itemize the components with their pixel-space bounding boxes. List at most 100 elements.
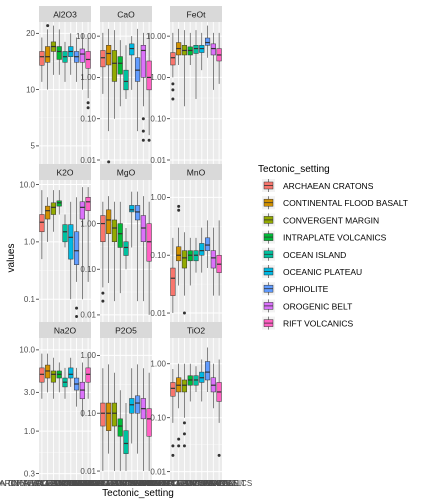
x-tick-label: INTRAPLATE VOLCANICS — [11, 479, 108, 488]
boxplot-box — [187, 363, 193, 402]
y-tick-label: 1.00 — [150, 73, 166, 82]
boxplot-box — [187, 237, 193, 286]
boxplot-box — [106, 364, 112, 454]
outlier-point — [171, 97, 175, 101]
boxplot-box — [216, 220, 222, 296]
boxplot-box — [129, 36, 135, 90]
facet-title: TiO2 — [187, 326, 205, 336]
box-iqr — [123, 430, 129, 454]
boxplot-box — [111, 372, 118, 472]
boxplot-box — [134, 364, 141, 454]
x-tick-label: CONTINENTAL FLOOD BASALT — [50, 479, 168, 488]
y-tick-label: 10.00 — [76, 32, 97, 41]
boxplot-box — [134, 191, 141, 302]
facet-title: FeOt — [187, 10, 207, 20]
boxplot-box — [140, 368, 146, 472]
boxplot-box — [56, 190, 62, 215]
outlier-point — [101, 291, 105, 295]
box-iqr — [123, 69, 129, 91]
boxplot-box — [204, 220, 211, 269]
boxplot-box — [111, 201, 118, 302]
boxplot-box — [62, 41, 68, 82]
box-iqr — [117, 56, 123, 75]
y-tick-label: 0.01 — [80, 467, 96, 476]
boxplot-box — [146, 201, 152, 315]
y-tick-label: 1.0 — [24, 427, 36, 436]
y-tick-label: 1.00 — [80, 73, 96, 82]
boxplot-box — [181, 232, 188, 315]
box-iqr — [193, 45, 199, 54]
facet-panel: P2O5 0.01 0.10 1.00 — [80, 322, 152, 480]
y-tick-label: 0.01 — [150, 309, 166, 318]
boxplot-box — [45, 24, 51, 90]
boxplot-box — [68, 201, 74, 300]
outlier-point — [171, 88, 175, 92]
outlier-point — [147, 138, 151, 142]
y-tick-label: 1.0 — [24, 238, 36, 247]
x-tick-label: CONVERGENT MARGIN — [8, 479, 99, 488]
box-iqr — [181, 250, 188, 269]
box-iqr — [129, 43, 135, 56]
box-iqr — [79, 201, 85, 220]
facet-title: CaO — [117, 10, 135, 20]
facet-title: Al2O3 — [53, 10, 77, 20]
box-iqr — [134, 395, 141, 414]
boxplot-box — [129, 368, 135, 444]
boxplot-box — [79, 33, 85, 90]
y-tick-label: 1.00 — [150, 193, 166, 202]
boxplot-box — [106, 28, 112, 164]
box-iqr — [146, 60, 152, 91]
y-tick-label: 1.00 — [80, 351, 96, 360]
facet-strip — [100, 6, 152, 22]
x-tick-label: CONVERGENT MARGIN — [69, 479, 160, 488]
y-tick-label: 0.3 — [24, 469, 36, 478]
legend-label: OPHIOLITE — [283, 284, 329, 294]
box-iqr — [50, 202, 57, 215]
x-tick-label: OROGENIC BELT — [181, 479, 246, 488]
legend-item: OCEAN ISLAND — [262, 247, 346, 261]
box-iqr — [140, 45, 146, 78]
boxplot-box — [199, 227, 205, 273]
box-iqr — [199, 243, 205, 256]
outlier-point — [182, 311, 186, 315]
box-iqr — [62, 224, 68, 243]
facet-title: Na2O — [54, 326, 77, 336]
facet-strip — [100, 322, 152, 338]
boxplot-box — [73, 37, 80, 82]
boxplot-box — [85, 353, 91, 399]
outlier-point — [177, 204, 181, 208]
boxplot-box — [56, 29, 62, 75]
facet-strip — [170, 322, 222, 338]
box-iqr — [176, 246, 182, 262]
facet-panel: Al2O3 5 10 20 — [26, 6, 91, 164]
box-iqr — [45, 46, 51, 63]
box-iqr — [56, 46, 62, 60]
boxplot-box — [117, 201, 123, 294]
facet-strip — [170, 6, 222, 22]
boxplot-box — [146, 372, 152, 472]
outlier-point — [141, 117, 145, 121]
boxplot-box — [106, 196, 112, 284]
facet-panel: FeOt 0.01 0.10 1.00 10.00 — [146, 6, 222, 165]
boxplot-box — [187, 32, 193, 65]
box-iqr — [39, 367, 45, 383]
x-tick-label: OROGENIC BELT — [111, 479, 176, 488]
box-iqr — [134, 205, 141, 221]
outlier-point — [182, 444, 186, 448]
x-tick-label: CONTINENTAL FLOOD BASALT — [120, 479, 238, 488]
x-tick-label: OCEAN ISLAND — [35, 479, 95, 488]
box-iqr — [204, 237, 211, 251]
boxplot-box — [73, 367, 80, 407]
y-tick-label: 0.10 — [80, 265, 96, 274]
boxplot-box — [193, 366, 199, 392]
y-tick-label: 0.1 — [24, 295, 36, 304]
legend-label: CONVERGENT MARGIN — [283, 215, 379, 225]
x-tick-label: OCEAN ISLAND — [96, 479, 156, 488]
x-tick-label: OROGENIC BELT — [50, 479, 115, 488]
x-tick-label: OPHIOLITE — [116, 479, 159, 488]
legend-label: OCEANIC PLATEAU — [283, 267, 362, 277]
box-iqr — [100, 50, 106, 68]
box-iqr — [123, 241, 129, 256]
box-iqr — [170, 382, 176, 397]
